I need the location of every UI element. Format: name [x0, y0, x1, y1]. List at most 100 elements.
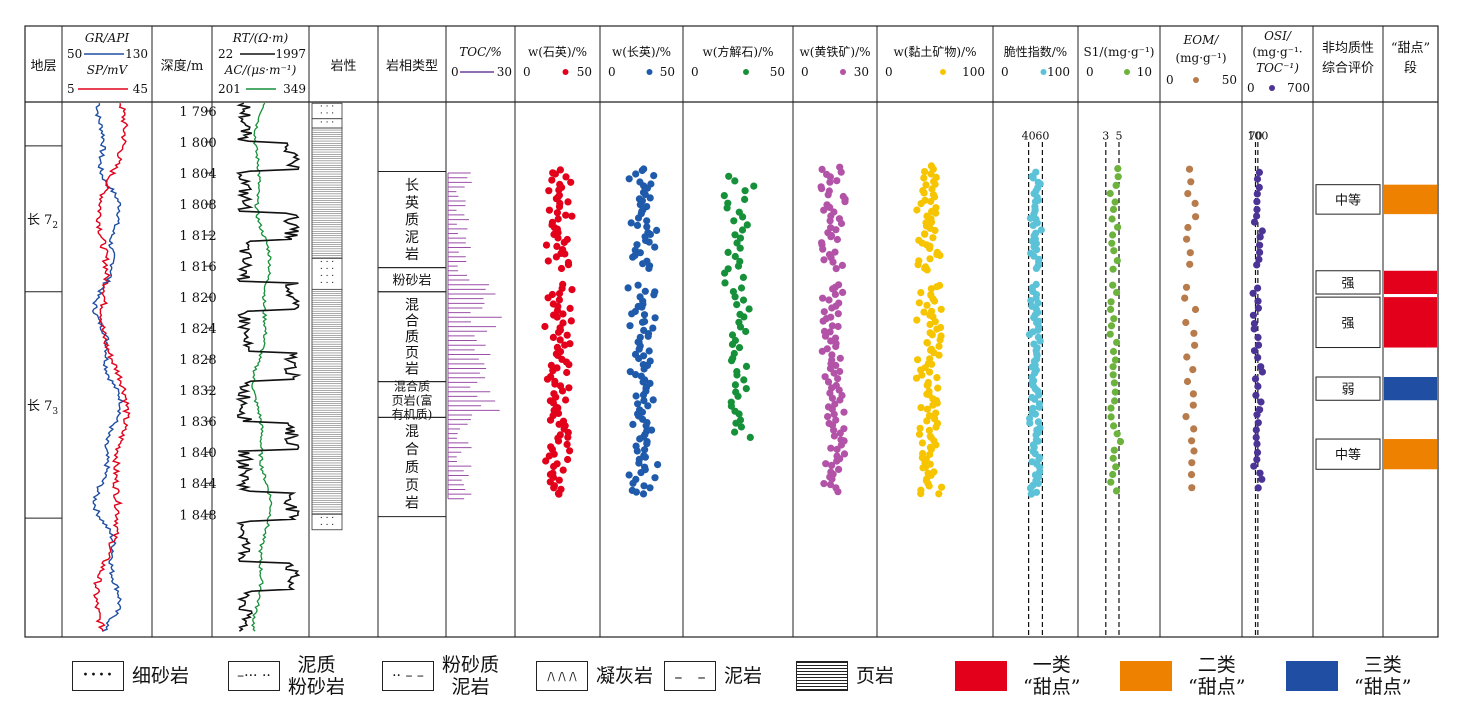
s1-legend-dot	[1124, 69, 1130, 75]
feldspar-point	[643, 223, 651, 231]
sand-dots: · · ·	[320, 271, 334, 281]
clay-point	[933, 283, 941, 291]
pyrite-point	[831, 290, 840, 298]
s1-point	[1109, 231, 1117, 239]
feldspar-point	[638, 166, 646, 175]
feldspar-point	[625, 471, 633, 479]
clay-point	[938, 483, 946, 491]
pyrite-point	[826, 173, 835, 181]
calcite-point	[734, 262, 743, 270]
osi-min: 0	[1247, 81, 1255, 95]
calcite-point	[746, 433, 754, 441]
clay-point	[935, 490, 943, 498]
sweet-spot-header-1: “甜点”	[1391, 40, 1430, 56]
calcite-point	[733, 371, 741, 379]
quartz-label: w(石英)/%	[528, 45, 587, 59]
s1-point	[1113, 430, 1121, 438]
s1-point	[1107, 413, 1115, 421]
ac-max: 349	[283, 82, 306, 96]
osi-point	[1254, 297, 1262, 305]
brittle-min: 0	[1001, 65, 1009, 79]
brittle-point	[1025, 331, 1034, 339]
feldspar-point	[632, 392, 640, 400]
clay-point	[918, 371, 926, 379]
class2-swatch	[1120, 661, 1172, 691]
brittle-cutoff-high-label: 60	[1035, 129, 1049, 142]
calcite-point	[739, 296, 748, 304]
clay-point	[913, 206, 921, 214]
quartz-point	[564, 261, 573, 269]
pyrite-point	[824, 378, 833, 386]
feldspar-point	[632, 170, 640, 178]
pyrite-point	[830, 432, 839, 440]
clay-point	[922, 181, 930, 189]
eom-point	[1190, 425, 1198, 433]
osi-legend-dot	[1269, 85, 1275, 91]
pyrite-point	[828, 461, 836, 469]
s1-point	[1110, 422, 1118, 430]
feldspar-point	[625, 175, 633, 183]
feldspar-point	[645, 238, 653, 246]
calcite-point	[740, 376, 748, 384]
eom-legend-dot	[1193, 77, 1199, 83]
pyrite-point	[833, 445, 841, 453]
clay-point	[914, 261, 922, 269]
pyrite-point	[818, 165, 826, 173]
depth-tick-label: 1 828	[179, 353, 216, 368]
osi-point	[1258, 227, 1266, 235]
tuff-label: 凝灰岩	[596, 665, 654, 687]
class1-label: 一类 “甜点”	[1023, 654, 1081, 698]
fine-sandstone-label: 细砂岩	[132, 665, 190, 687]
s1-point	[1107, 322, 1116, 330]
pyrite-point	[818, 347, 826, 355]
quartz-point	[557, 264, 566, 273]
osi-point	[1255, 255, 1263, 263]
depth-tick-label: 1 816	[179, 260, 216, 275]
eom-point	[1183, 377, 1192, 386]
calcite-point	[733, 239, 741, 247]
s1-point	[1109, 265, 1117, 273]
quartz-point	[566, 447, 574, 455]
feldspar-point	[646, 484, 654, 492]
osi-point	[1250, 462, 1258, 470]
eom-point	[1182, 413, 1190, 421]
calcite-point	[728, 357, 736, 365]
feldspar-legend-dot	[646, 69, 653, 75]
brittle-point	[1031, 395, 1039, 403]
clay-point	[931, 226, 939, 235]
pyrite-point	[836, 367, 844, 376]
stratum-label: 长 73	[27, 399, 58, 417]
osi-point	[1252, 433, 1260, 441]
quartz-point	[554, 234, 562, 242]
sweet-spot-bar	[1384, 439, 1437, 470]
osi-point	[1254, 382, 1262, 390]
osi-point	[1249, 311, 1257, 319]
s1-point	[1110, 315, 1118, 323]
quartz-point	[556, 336, 564, 344]
clay-point	[919, 464, 927, 472]
eom-point	[1187, 178, 1195, 186]
quartz-point	[567, 317, 575, 325]
pyrite-point	[832, 265, 840, 273]
eom-point	[1191, 305, 1200, 314]
pyrite-point	[828, 394, 837, 402]
depth-tick-label: 1 824	[179, 322, 216, 337]
depth-tick-label: 1 832	[179, 384, 216, 399]
pyrite-point	[833, 235, 842, 244]
clay-point	[933, 325, 941, 333]
quartz-point	[563, 440, 571, 448]
quartz-point	[562, 211, 570, 219]
calcite-point	[721, 279, 729, 287]
pyrite-point	[819, 245, 827, 253]
stratum-label: 长 72	[27, 213, 58, 231]
eom-point	[1182, 283, 1191, 291]
pyrite-label: w(黄铁矿)/%	[799, 45, 870, 59]
brittle-point	[1034, 418, 1042, 426]
clay-point	[912, 374, 921, 382]
facies-label: 页	[405, 346, 419, 362]
sweet-spot-bar	[1384, 184, 1437, 215]
osi-point	[1254, 341, 1263, 349]
quartz-point	[565, 384, 573, 392]
pyrite-point	[826, 217, 834, 225]
brittle-max: 100	[1047, 65, 1070, 79]
